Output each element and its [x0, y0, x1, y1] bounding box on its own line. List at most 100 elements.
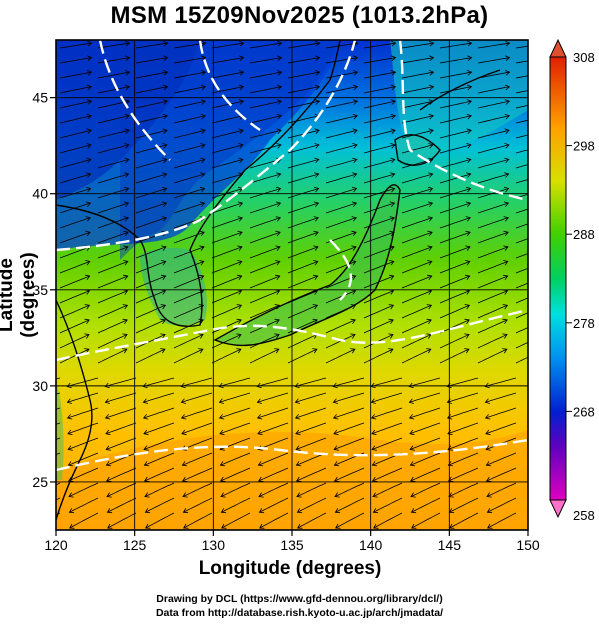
streamline	[181, 377, 213, 387]
streamline	[211, 129, 244, 139]
streamline-arrow	[106, 476, 112, 482]
streamline-arrow	[543, 70, 547, 75]
credits-drawing: Drawing by DCL (https://www.gfd-dennou.o…	[156, 593, 443, 605]
streamline-arrow	[426, 348, 432, 354]
streamline	[173, 144, 206, 154]
streamline	[449, 497, 479, 513]
streamline	[287, 86, 320, 94]
streamline	[363, 42, 396, 49]
streamline-arrow	[125, 55, 131, 61]
x-axis-label: Longitude (degrees)	[198, 558, 382, 579]
x-tick-label: 150	[516, 537, 540, 553]
streamline-arrow	[429, 55, 435, 61]
streamline-arrow	[85, 260, 91, 266]
streamline	[105, 392, 137, 403]
streamline	[439, 173, 471, 184]
streamline	[287, 334, 318, 349]
streamline-arrow	[333, 445, 339, 451]
streamline-arrow	[448, 476, 454, 482]
streamline-arrow	[465, 245, 471, 251]
streamline-arrow	[485, 429, 491, 436]
streamline-arrow	[275, 201, 282, 207]
streamline-arrow	[236, 318, 242, 325]
streamline-arrow	[448, 508, 455, 514]
streamline-arrow	[350, 348, 356, 354]
streamline-arrow	[259, 523, 265, 529]
streamline	[439, 129, 472, 139]
streamline	[401, 261, 432, 274]
streamline	[69, 497, 99, 513]
streamline	[401, 217, 433, 229]
streamline-arrow	[465, 186, 472, 193]
streamline-arrow	[542, 173, 547, 178]
streamline-arrow	[31, 508, 36, 512]
colorbar-tick-label: 288	[573, 227, 595, 242]
streamline	[325, 304, 356, 319]
streamline-arrow	[465, 260, 471, 266]
streamline-arrow	[314, 172, 320, 178]
streamline	[221, 512, 251, 529]
streamline-arrow	[333, 461, 340, 467]
streamline	[211, 290, 242, 304]
credits: Drawing by DCL (https://www.gfd-dennou.o…	[0, 592, 599, 620]
streamline	[477, 129, 510, 139]
streamline-arrow	[466, 143, 472, 149]
colorbar: 258 268 278 288 298 308	[549, 38, 595, 523]
streamline	[135, 348, 166, 364]
streamline	[135, 159, 167, 169]
streamline	[295, 422, 327, 435]
streamline	[181, 422, 213, 435]
streamline-arrow	[503, 186, 510, 193]
streamline	[487, 512, 517, 529]
streamline	[97, 261, 128, 274]
streamline-arrow	[466, 99, 473, 105]
streamline	[67, 437, 99, 450]
streamline	[363, 319, 394, 334]
streamline	[135, 188, 167, 199]
streamline	[211, 334, 242, 349]
streamline	[515, 90, 528, 94]
streamline-arrow	[29, 399, 34, 404]
streamline	[97, 57, 130, 64]
streamline	[485, 422, 517, 435]
streamline	[219, 422, 251, 435]
streamline	[485, 377, 517, 387]
streamline-arrow	[486, 492, 492, 498]
streamline	[68, 452, 99, 466]
streamline-arrow	[428, 157, 434, 164]
streamline-arrow	[312, 289, 319, 295]
streamline	[296, 482, 327, 497]
streamline-arrow	[275, 260, 281, 266]
streamline-arrow	[162, 157, 168, 164]
streamline-arrow	[350, 274, 357, 281]
streamline	[401, 246, 433, 259]
streamline-arrow	[371, 429, 377, 436]
streamline	[59, 57, 92, 64]
streamline	[287, 144, 320, 154]
streamline	[173, 159, 205, 169]
streamline	[515, 282, 528, 289]
streamline	[287, 231, 319, 244]
streamline	[249, 261, 280, 274]
streamline-arrow	[122, 348, 128, 354]
streamline	[287, 261, 318, 274]
streamline-arrow	[351, 260, 357, 266]
x-tick-label: 130	[202, 537, 226, 553]
streamline	[515, 238, 528, 244]
streamline	[439, 348, 470, 364]
streamline-arrow	[410, 492, 416, 498]
streamline	[401, 86, 434, 94]
streamline	[135, 334, 166, 349]
streamline-arrow	[410, 476, 416, 482]
streamline	[97, 217, 129, 229]
streamline-arrow	[505, 55, 511, 61]
streamline	[515, 356, 528, 364]
streamline	[477, 86, 510, 94]
streamline-arrow	[86, 84, 93, 91]
streamline-arrow	[314, 128, 320, 134]
streamline	[363, 246, 395, 259]
streamline-arrow	[428, 99, 435, 105]
streamline	[439, 290, 470, 304]
streamline	[135, 42, 168, 49]
streamline	[449, 512, 479, 529]
